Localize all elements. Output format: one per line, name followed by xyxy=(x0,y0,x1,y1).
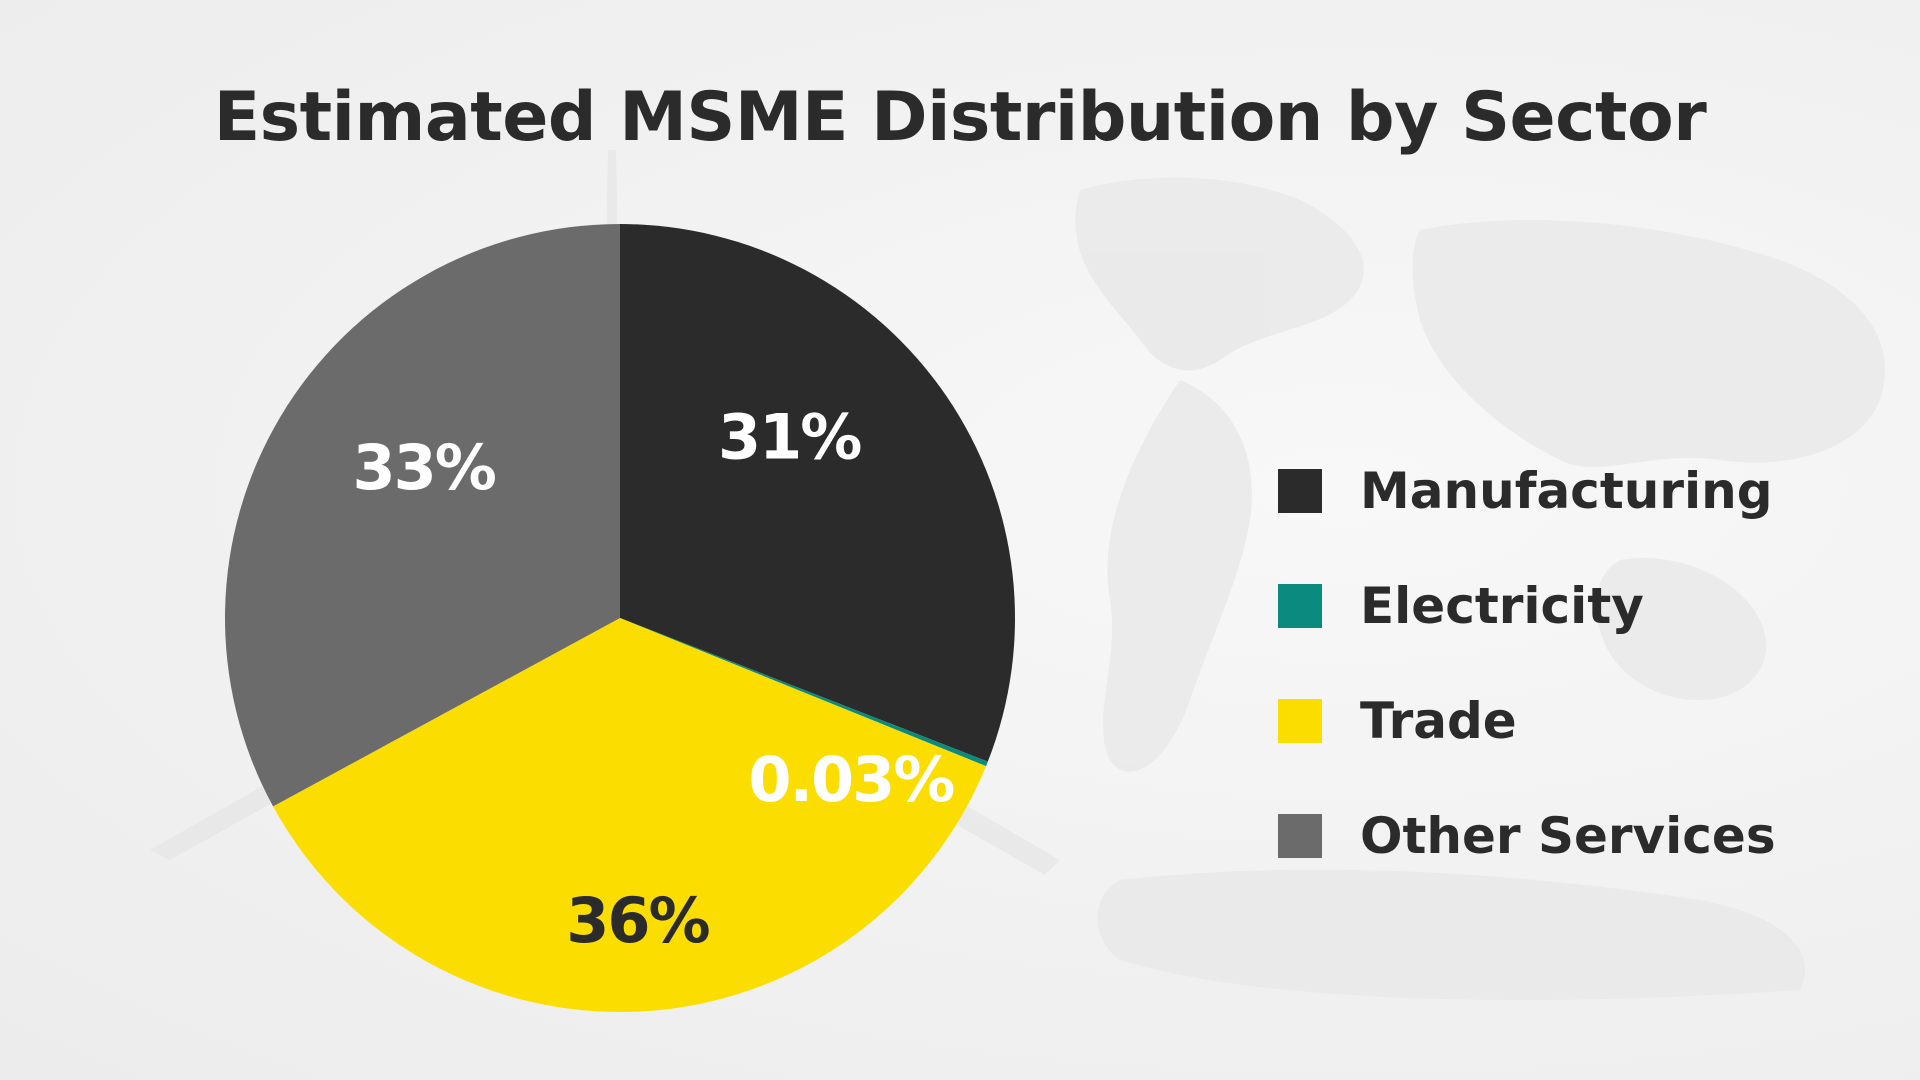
data-label-electricity: 0.03% xyxy=(748,743,954,816)
pie-slice-electricity xyxy=(620,618,988,767)
legend-swatch-electricity xyxy=(1278,583,1322,628)
legend-swatch-other-services xyxy=(1278,813,1322,858)
legend-item-trade: Trade xyxy=(1278,663,1776,778)
pie-slice-other-services xyxy=(225,224,620,807)
pie-slice-manufacturing xyxy=(620,224,1015,762)
data-label-trade: 36% xyxy=(566,884,709,957)
legend-item-electricity: Electricity xyxy=(1278,548,1776,663)
legend-item-other-services: Other Services xyxy=(1278,778,1776,893)
chart-legend: Manufacturing Electricity Trade Other Servi… xyxy=(1278,433,1776,893)
chart-title: Estimated MSME Distribution by Sector xyxy=(213,78,1707,157)
legend-label-manufacturing: Manufacturing xyxy=(1360,461,1773,520)
data-label-manufacturing: 31% xyxy=(718,400,861,473)
legend-label-trade: Trade xyxy=(1360,691,1517,750)
legend-item-manufacturing: Manufacturing xyxy=(1278,433,1776,548)
legend-label-electricity: Electricity xyxy=(1360,576,1644,635)
legend-label-other-services: Other Services xyxy=(1360,806,1776,865)
legend-swatch-trade xyxy=(1278,698,1322,743)
pie-slice-trade xyxy=(273,618,987,1012)
legend-swatch-manufacturing xyxy=(1278,468,1322,513)
data-label-other-services: 33% xyxy=(352,431,495,504)
